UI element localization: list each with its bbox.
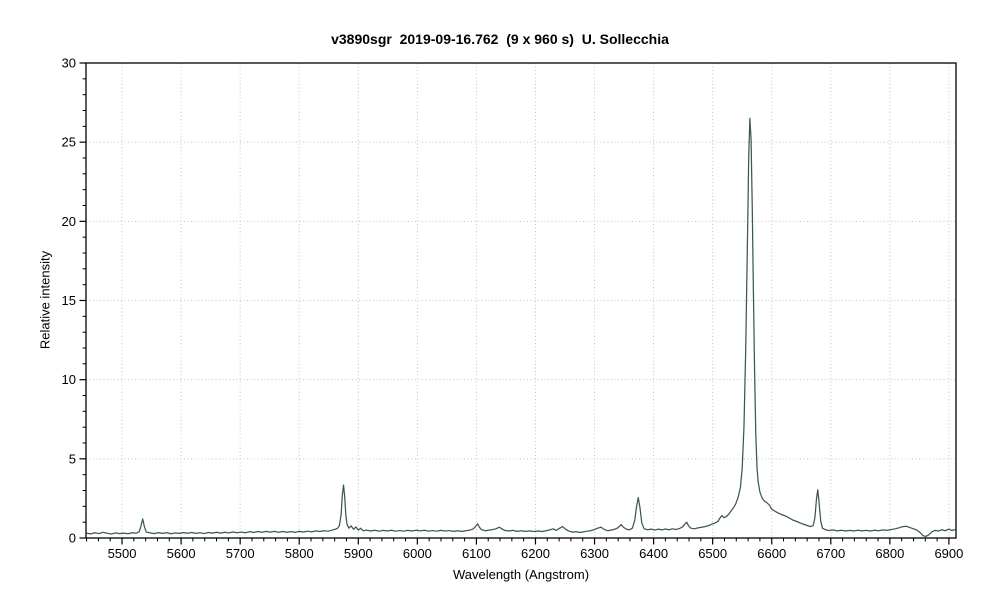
- spectrum-line: [85, 117, 956, 538]
- y-tick-label: 20: [62, 214, 76, 229]
- y-tick-label: 0: [69, 531, 76, 546]
- y-tick-label: 5: [69, 451, 76, 466]
- x-tick-label: 6400: [639, 546, 668, 561]
- x-tick-label: 6100: [462, 546, 491, 561]
- x-tick-label: 6800: [875, 546, 904, 561]
- x-tick-label: 5900: [344, 546, 373, 561]
- x-tick-label: 5500: [108, 546, 137, 561]
- x-tick-label: 5600: [167, 546, 196, 561]
- x-tick-label: 6700: [816, 546, 845, 561]
- plot-border: [85, 62, 957, 539]
- y-tick-label: 10: [62, 372, 76, 387]
- x-tick-label: 5800: [285, 546, 314, 561]
- x-tick-label: 6900: [934, 546, 963, 561]
- x-tick-label: 6200: [521, 546, 550, 561]
- x-tick-label: 6500: [698, 546, 727, 561]
- y-tick-label: 15: [62, 293, 76, 308]
- x-tick-label: 6600: [757, 546, 786, 561]
- x-axis-label: Wavelength (Angstrom): [452, 567, 590, 582]
- x-tick-label: 6000: [403, 546, 432, 561]
- y-tick-label: 30: [62, 56, 76, 71]
- x-tick-label: 5700: [226, 546, 255, 561]
- chart-title: v3890sgr 2019-09-16.762 (9 x 960 s) U. S…: [331, 31, 669, 47]
- y-axis-label: Relative intensity: [37, 250, 53, 350]
- x-tick-label: 6300: [580, 546, 609, 561]
- y-tick-label: 25: [62, 135, 76, 150]
